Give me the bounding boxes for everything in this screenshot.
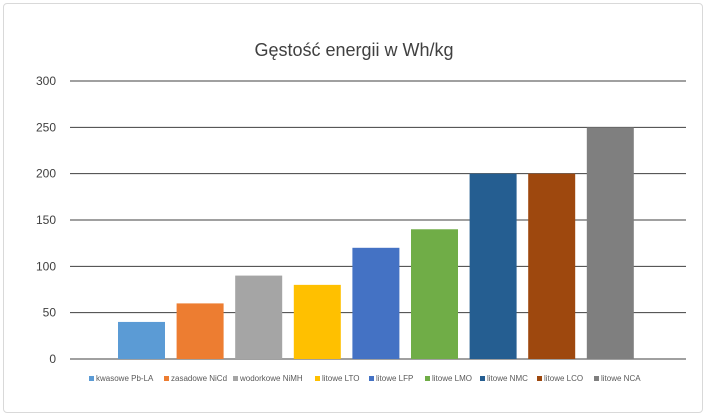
legend-label: litowe NCA [601,374,641,383]
legend-item: litowe LMO [425,374,472,383]
legend-swatch [480,376,485,381]
bar [352,247,400,359]
y-tick-label: 300 [36,74,56,88]
bar [235,275,283,359]
legend-swatch [233,376,238,381]
y-tick-label: 150 [36,213,56,227]
legend-item: zasadowe NiCd [164,374,227,383]
chart-title: Gęstość energii w Wh/kg [254,40,453,60]
legend-swatch [594,376,599,381]
y-tick-label: 50 [43,306,57,320]
bar [293,284,341,359]
bar [118,321,165,359]
legend-swatch [89,376,94,381]
legend-swatch [164,376,169,381]
y-tick-label: 0 [49,352,56,366]
y-axis-ticks: 0 50 100 150 200 250 300 [36,74,56,366]
legend-item: litowe LCO [537,374,583,383]
legend-label: litowe LMO [432,374,472,383]
legend-item: litowe LFP [369,374,413,383]
legend-label: wodorkowe NiMH [239,374,303,383]
legend-item: wodorkowe NiMH [233,374,303,383]
legend-swatch [369,376,374,381]
gridlines [70,80,686,360]
bar [411,229,458,359]
legend-label: zasadowe NiCd [171,374,227,383]
legend-label: litowe LTO [322,374,360,383]
legend-label: litowe LCO [544,374,583,383]
legend-item: litowe NMC [480,374,528,383]
bar [586,127,634,359]
legend-swatch [425,376,430,381]
legend-label: litowe LFP [376,374,413,383]
legend-swatch [537,376,542,381]
bar [528,173,576,359]
y-tick-label: 200 [36,167,56,181]
bar [176,303,224,359]
legend-item: kwasowe Pb-LA [89,374,154,383]
legend-label: litowe NMC [487,374,528,383]
bars [118,127,634,359]
legend: kwasowe Pb-LA zasadowe NiCd wodorkowe NiMH… [89,374,641,383]
legend-swatch [315,376,320,381]
legend-item: litowe LTO [315,374,360,383]
y-tick-label: 100 [36,259,56,273]
y-tick-label: 250 [36,120,56,134]
legend-label: kwasowe Pb-LA [96,374,154,383]
bar [469,173,517,359]
legend-item: litowe NCA [594,374,641,383]
